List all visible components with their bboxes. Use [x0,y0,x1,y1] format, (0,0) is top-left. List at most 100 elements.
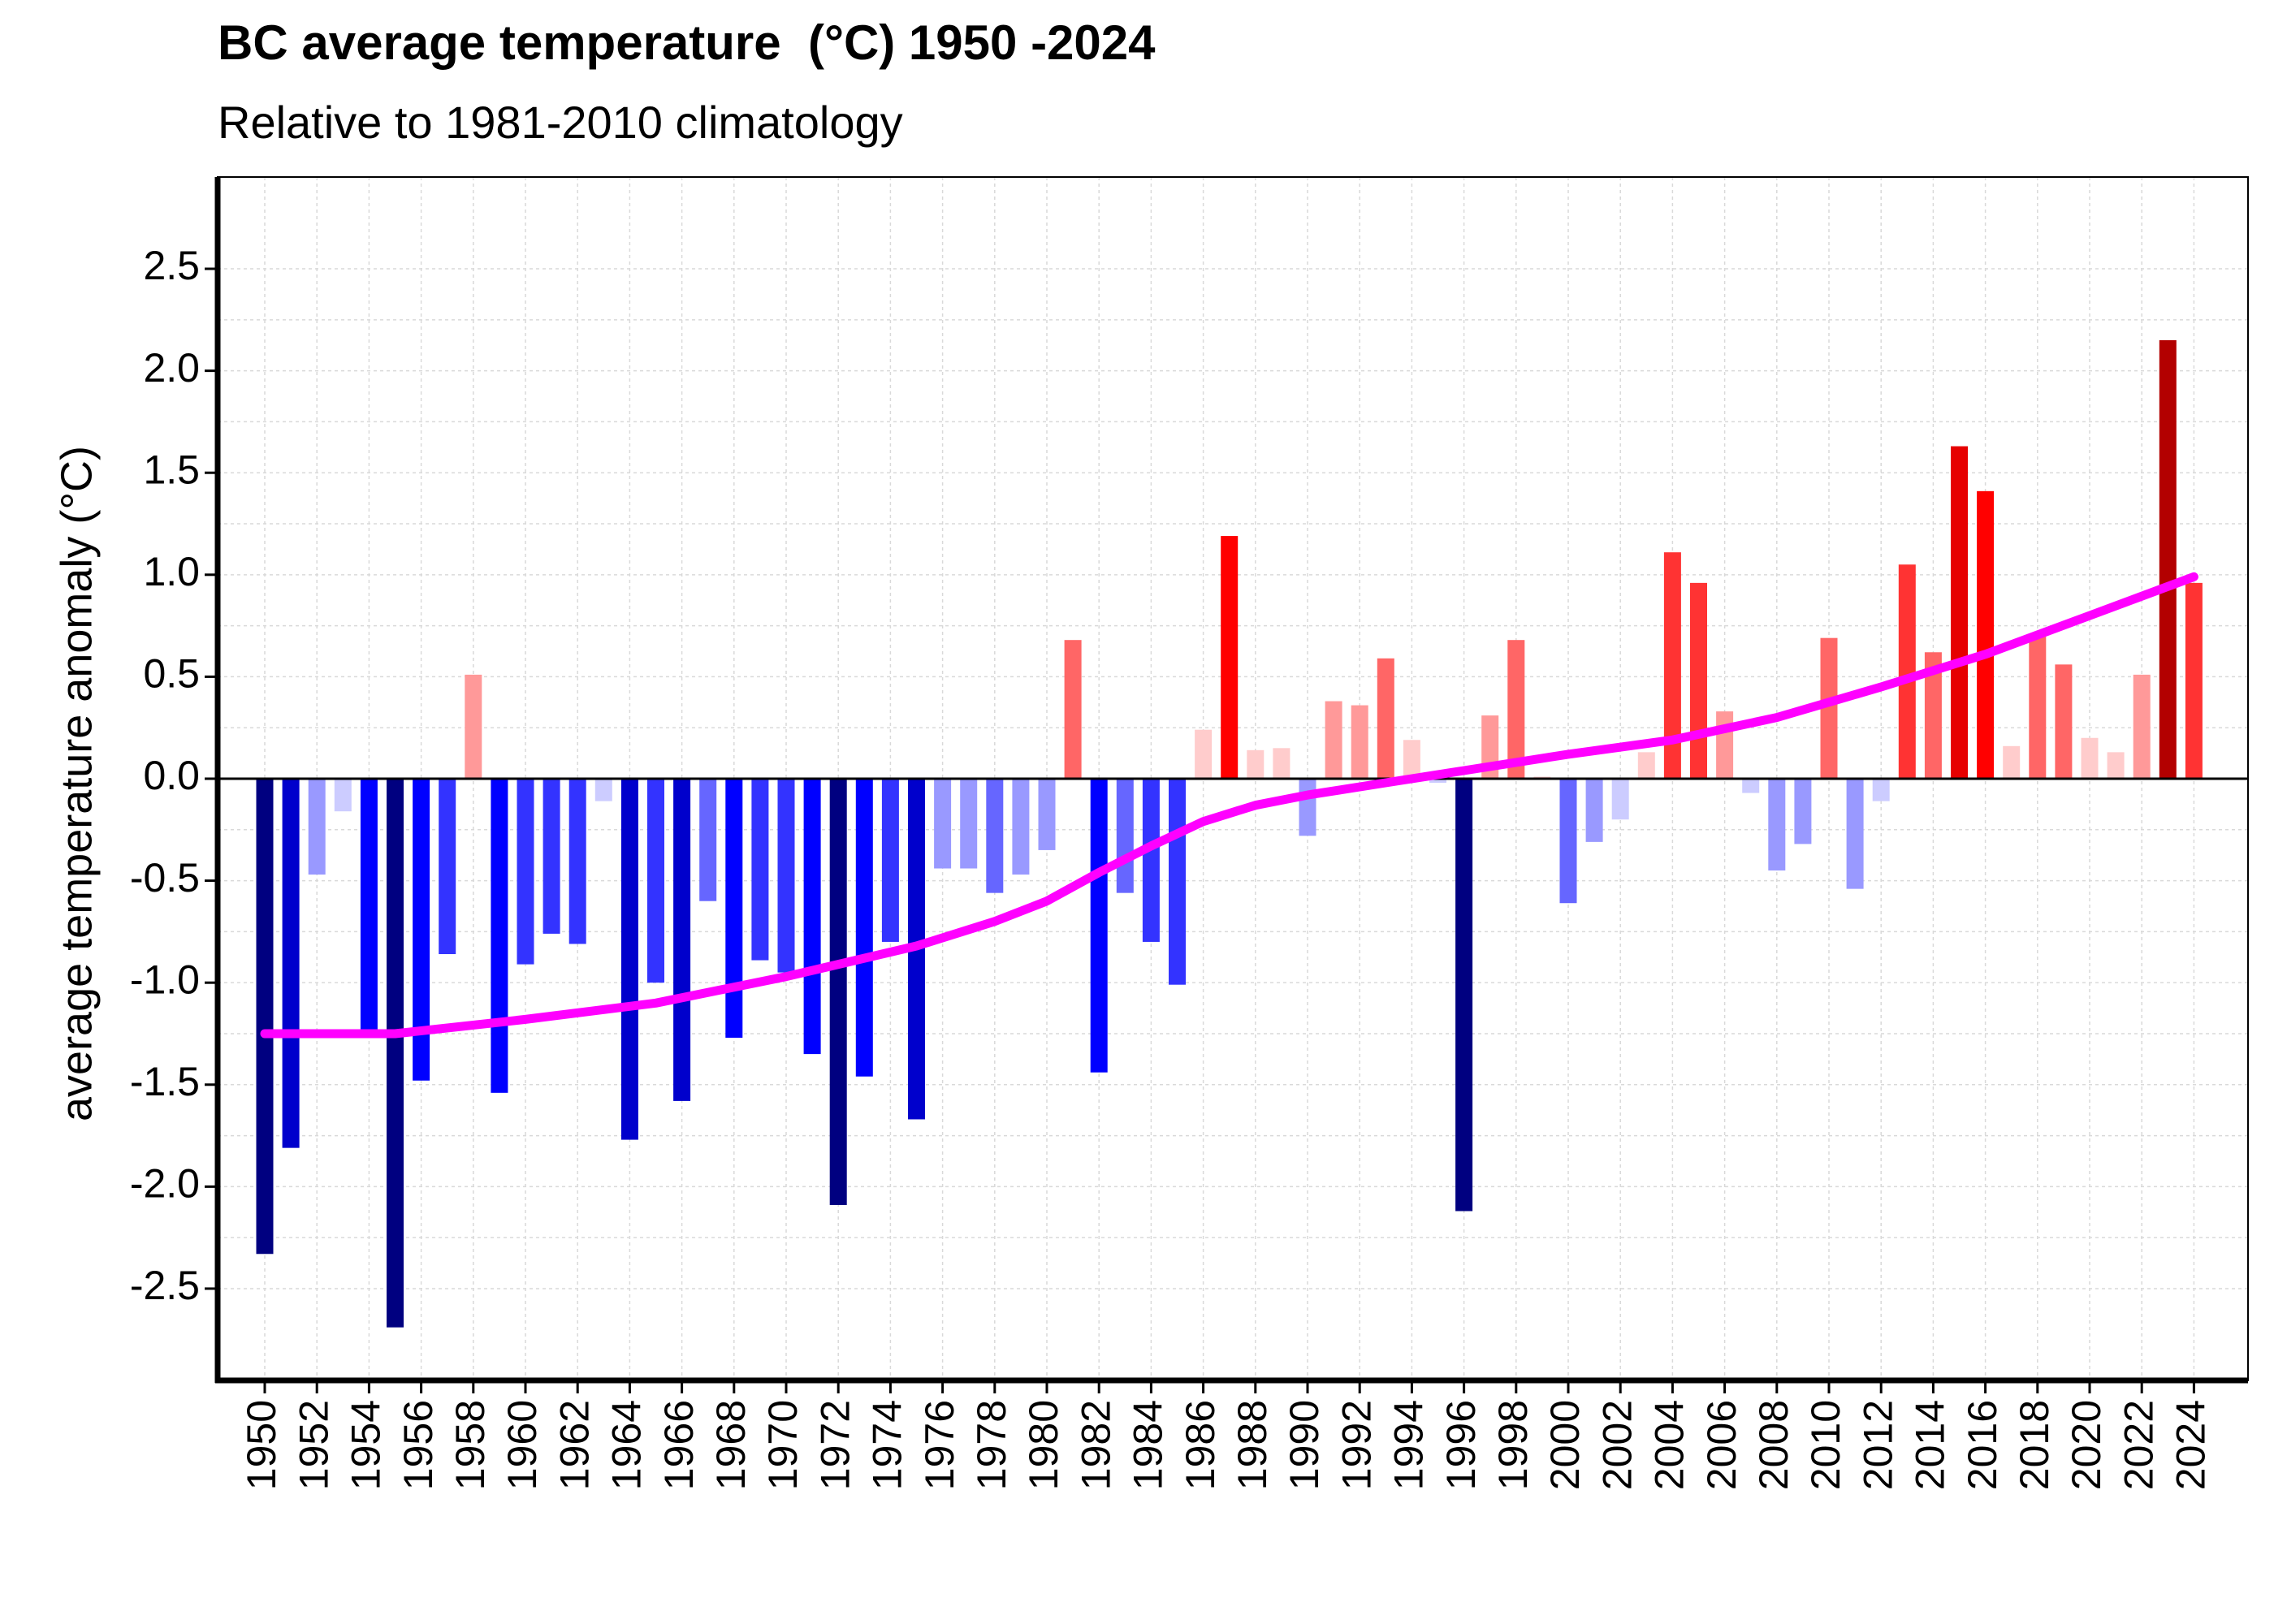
x-tick-label: 1998 [1490,1400,1536,1490]
bar-1951 [282,779,300,1148]
bar-2020 [2081,737,2099,779]
y-tick-label: -1.5 [130,1059,200,1104]
bar-2012 [1872,779,1890,801]
bar-1972 [829,779,847,1205]
x-tick-label: 2020 [2064,1400,2109,1490]
bar-1995 [1429,779,1446,784]
x-tick-label: 2004 [1647,1400,1693,1490]
bar-2005 [1690,582,1707,779]
bar-1998 [1507,640,1525,779]
y-tick-label: -1.0 [130,957,200,1002]
chart-subtitle: Relative to 1981-2010 climatology [218,97,903,148]
bar-2024 [2185,582,2203,779]
bar-2017 [2003,745,2021,779]
x-tick-label: 1990 [1282,1400,1327,1490]
y-tick-label: 1.0 [143,549,200,594]
bar-1963 [594,779,612,801]
x-tick-label: 2002 [1594,1400,1640,1490]
bar-2018 [2029,636,2047,779]
bar-1981 [1064,640,1082,779]
bar-1962 [568,779,586,944]
bar-2001 [1585,779,1603,842]
bar-1974 [881,779,899,942]
x-tick-label: 2006 [1699,1400,1744,1490]
bar-1986 [1195,729,1213,779]
x-tick-label: 2024 [2168,1400,2214,1490]
y-axis-title: average temperature anomaly (°C) [52,446,101,1121]
x-tick-label: 1994 [1386,1400,1432,1490]
x-tick-label: 2000 [1542,1400,1588,1490]
bar-1953 [334,779,352,812]
bar-1954 [360,779,378,1032]
bar-1964 [620,779,638,1140]
bar-1973 [855,779,873,1077]
bar-1959 [491,779,508,1093]
bar-1977 [960,779,978,869]
bar-1970 [777,779,795,973]
bar-1983 [1116,779,1134,893]
bar-1996 [1455,779,1473,1212]
bar-1979 [1012,779,1030,875]
bar-2003 [1637,752,1655,779]
x-tick-label: 1958 [447,1400,493,1490]
bar-2014 [1924,652,1942,779]
bar-2015 [1951,446,1968,779]
x-tick-label: 1962 [551,1400,597,1490]
bar-1989 [1273,748,1290,779]
bar-1961 [543,779,560,934]
bar-2008 [1768,779,1786,871]
x-tick-label: 1956 [396,1400,441,1490]
y-tick-label: 2.5 [143,243,200,288]
bar-1966 [673,779,691,1101]
bar-1950 [256,779,274,1255]
chart-title: BC average temperature (°C) 1950 -2024 [218,15,1156,70]
bar-1991 [1325,701,1342,779]
x-tick-label: 1986 [1178,1400,1223,1490]
x-tick-label: 1996 [1438,1400,1484,1490]
y-tick-label: 2.0 [143,345,200,391]
bar-2004 [1663,552,1681,779]
bar-1967 [699,779,717,901]
x-tick-label: 2014 [1908,1400,1953,1490]
trend-line [260,572,2198,1039]
x-tick-label: 2016 [1960,1400,2005,1490]
x-tick-label: 1984 [1126,1400,1171,1490]
bar-2013 [1898,564,1916,779]
bar-1957 [439,779,456,955]
bar-1969 [751,779,769,961]
bar-2022 [2133,674,2151,779]
bar-2019 [2055,664,2073,779]
bar-1958 [465,674,482,779]
x-tick-label: 2010 [1803,1400,1848,1490]
x-tick-label: 1964 [604,1400,650,1490]
x-tick-label: 1976 [917,1400,962,1490]
bar-2002 [1611,779,1629,820]
bars [256,339,2203,1328]
bar-2000 [1559,779,1577,904]
bar-1980 [1038,779,1056,850]
bar-1984 [1142,779,1160,942]
x-tick-label: 1974 [865,1400,910,1490]
bar-1988 [1247,749,1265,779]
bar-2021 [2107,752,2125,779]
y-tick-label: -0.5 [130,855,200,901]
x-tick-label: 1952 [291,1400,336,1490]
bar-1992 [1351,705,1368,779]
bar-1956 [413,779,430,1081]
x-tick-label: 2018 [2012,1400,2057,1490]
bar-2007 [1742,779,1760,793]
bar-1978 [986,779,1004,893]
bar-2006 [1716,711,1734,779]
bar-1987 [1221,536,1239,779]
bar-1993 [1377,658,1394,779]
y-tick-label: -2.0 [130,1161,200,1207]
x-tick-label: 1966 [656,1400,702,1490]
x-tick-label: 1982 [1073,1400,1118,1490]
x-tick-label: 1950 [239,1400,284,1490]
bar-1990 [1299,779,1316,836]
bar-1960 [517,779,534,965]
y-tick-label: -2.5 [130,1263,200,1308]
bar-1976 [934,779,952,869]
x-tick-label: 1954 [344,1400,389,1490]
